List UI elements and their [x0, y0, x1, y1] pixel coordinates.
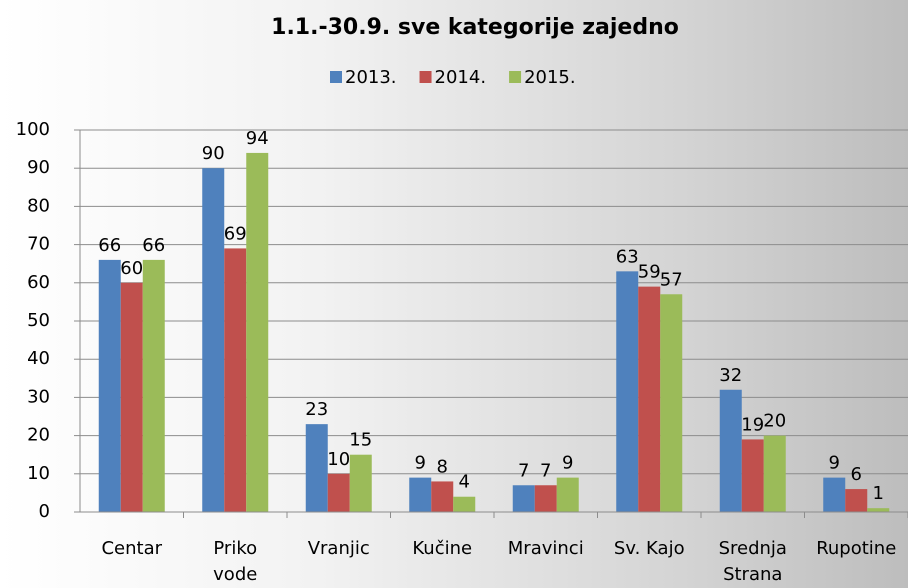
value-label: 9	[562, 453, 573, 474]
value-label: 60	[120, 258, 143, 279]
y-tick-label: 50	[27, 310, 50, 331]
bar	[638, 286, 661, 512]
value-label: 15	[349, 430, 372, 451]
y-tick-label: 0	[39, 501, 50, 522]
bar	[327, 473, 350, 512]
x-tick-label: Priko vode	[213, 538, 258, 585]
value-label: 66	[98, 235, 121, 256]
value-label: 4	[459, 472, 470, 493]
legend-swatch	[419, 71, 432, 83]
legend-label: 2013.	[345, 67, 397, 88]
legend-swatch	[509, 71, 522, 83]
bar	[202, 168, 225, 512]
bar	[616, 271, 639, 512]
bar	[512, 485, 535, 512]
y-tick-label: 60	[27, 272, 50, 293]
bar	[763, 435, 786, 512]
value-label: 20	[763, 411, 786, 432]
bar	[246, 152, 269, 513]
bar	[741, 439, 764, 512]
value-label: 69	[224, 223, 247, 244]
value-label: 19	[741, 414, 764, 435]
bar	[98, 259, 121, 512]
x-tick-label: Vranjic	[307, 538, 370, 559]
y-tick-label: 20	[27, 425, 50, 446]
y-tick-label: 10	[27, 463, 50, 484]
bar	[409, 477, 432, 512]
value-label: 32	[719, 365, 742, 386]
bar	[305, 424, 328, 512]
bar	[823, 477, 846, 512]
legend-label: 2014.	[435, 67, 487, 88]
bar	[142, 259, 165, 512]
x-tick-label: Sv. Kajo	[613, 538, 685, 559]
value-label: 6	[851, 464, 862, 485]
bar	[120, 282, 143, 512]
value-label: 7	[518, 460, 529, 481]
x-tick-label: Rupotine	[816, 538, 897, 559]
value-label: 9	[829, 453, 840, 474]
bar	[845, 489, 868, 512]
value-label: 9	[415, 453, 426, 474]
bar	[431, 481, 454, 512]
value-label: 7	[540, 460, 551, 481]
value-label: 66	[142, 235, 165, 256]
value-label: 59	[638, 262, 661, 283]
bar	[867, 508, 890, 512]
bar	[534, 485, 557, 512]
bar	[453, 496, 476, 512]
value-label: 10	[327, 449, 350, 470]
value-label: 8	[437, 456, 448, 477]
bar	[719, 389, 742, 512]
y-tick-label: 100	[16, 119, 50, 140]
y-tick-label: 80	[27, 195, 50, 216]
x-tick-label: Kučine	[412, 538, 473, 559]
value-label: 23	[305, 399, 328, 420]
x-tick-label: Mravinci	[507, 538, 584, 559]
legend-label: 2015.	[524, 67, 576, 88]
value-label: 63	[616, 246, 639, 267]
bar	[224, 248, 247, 513]
chart-title: 1.1.-30.9. sve kategorije zajedno	[271, 15, 679, 40]
y-tick-label: 30	[27, 386, 50, 407]
value-label: 57	[660, 269, 683, 290]
bar	[349, 454, 372, 512]
legend-swatch	[330, 71, 342, 83]
y-tick-label: 40	[27, 348, 50, 369]
x-tick-label: Srednja Strana	[718, 538, 787, 585]
value-label: 94	[246, 128, 269, 149]
x-tick-label: Centar	[101, 538, 163, 559]
value-label: 1	[873, 483, 884, 504]
bar	[556, 477, 579, 512]
bar	[660, 294, 683, 512]
y-tick-label: 90	[27, 157, 50, 178]
y-tick-label: 70	[27, 234, 50, 255]
value-label: 90	[202, 143, 225, 164]
